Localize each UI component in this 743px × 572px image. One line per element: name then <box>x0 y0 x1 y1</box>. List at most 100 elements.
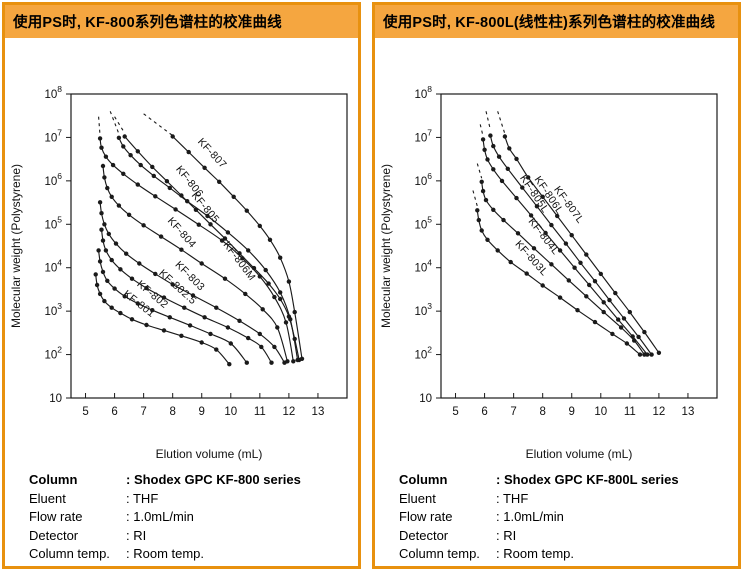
y-tick-label: 106 <box>44 171 62 188</box>
data-point <box>222 276 228 281</box>
x-tick-label: 10 <box>224 406 237 418</box>
exclusion-limit-dashed-line <box>143 113 174 137</box>
x-tick-label: 6 <box>111 406 117 418</box>
data-point <box>507 146 512 151</box>
data-point <box>569 233 574 238</box>
y-tick-label: 102 <box>414 345 432 362</box>
data-point <box>121 171 126 176</box>
data-point <box>524 271 529 276</box>
data-point <box>485 157 490 162</box>
info-value: : RI <box>496 527 517 543</box>
data-point <box>112 286 117 291</box>
data-point <box>231 194 236 199</box>
info-value: : THF <box>496 490 529 506</box>
data-point <box>555 213 560 219</box>
data-point <box>514 195 519 201</box>
exclusion-limit-dashed-line <box>114 116 126 134</box>
info-label: Detector <box>29 527 79 543</box>
data-point <box>495 248 500 253</box>
data-point <box>257 223 262 229</box>
data-point <box>94 282 100 288</box>
data-point <box>621 316 627 321</box>
y-tick-label: 107 <box>414 127 432 144</box>
calibration-curve <box>476 210 641 356</box>
data-point <box>228 341 233 346</box>
info-value: : 1.0mL/min <box>126 509 194 524</box>
data-point <box>540 194 545 199</box>
data-point <box>584 294 589 299</box>
data-point <box>592 319 598 325</box>
data-point <box>534 204 540 209</box>
info-label: Flow rate <box>29 509 83 524</box>
data-point <box>199 340 204 345</box>
data-point <box>295 357 300 363</box>
y-tick-label: 105 <box>44 214 62 231</box>
axis-group: 5 6 7 8 9 10 11 12 13 10 102 103 104 105 106 107 108 Elut… <box>9 84 324 461</box>
data-point <box>153 194 158 199</box>
panel-title: 使用PS时, KF-800系列色谱柱的校准曲线 <box>13 15 282 31</box>
data-point <box>129 317 135 322</box>
info-row-column: Column: Shodex GPC KF-800 series <box>29 471 358 490</box>
data-point <box>219 238 225 243</box>
data-point <box>278 296 283 302</box>
data-point <box>122 134 127 139</box>
info-value: : 1.0mL/min <box>496 509 564 524</box>
data-point <box>613 290 618 296</box>
data-point <box>257 331 262 337</box>
data-point <box>476 217 481 223</box>
data-point <box>598 271 603 277</box>
data-point <box>505 166 510 171</box>
data-point <box>158 234 164 239</box>
data-point <box>286 279 292 284</box>
data-point <box>479 179 484 184</box>
data-point <box>121 144 126 149</box>
data-point <box>267 237 273 242</box>
data-point <box>543 230 548 236</box>
data-point <box>566 278 571 283</box>
data-point <box>135 182 140 187</box>
data-point <box>515 231 521 236</box>
data-point <box>488 133 493 138</box>
info-label: Flow rate <box>399 509 453 524</box>
data-point <box>109 194 114 199</box>
data-point <box>292 309 297 315</box>
data-point <box>572 265 577 270</box>
data-point <box>244 208 249 213</box>
data-point <box>563 241 569 246</box>
data-point <box>288 317 293 322</box>
data-point <box>499 178 505 184</box>
data-point <box>100 163 106 169</box>
data-point <box>122 294 127 299</box>
x-tick-label: 12 <box>652 406 665 418</box>
data-point <box>618 325 624 330</box>
data-point <box>153 271 158 277</box>
data-point <box>616 317 621 322</box>
x-tick-label: 10 <box>594 406 607 418</box>
y-tick-label: 105 <box>414 214 432 231</box>
data-point <box>135 301 140 306</box>
x-tick-label: 6 <box>481 406 487 418</box>
data-point <box>645 352 650 357</box>
data-point <box>97 200 103 205</box>
column-conditions-kf800l: Column: Shodex GPC KF-800L series Eluent:… <box>399 471 738 564</box>
data-point <box>601 309 606 315</box>
data-point <box>275 325 280 330</box>
y-tick-label: 102 <box>44 345 62 362</box>
data-point <box>110 162 116 168</box>
calibration-curve <box>482 139 648 355</box>
data-point <box>214 305 219 310</box>
series-kf-805l: KF-805L <box>479 124 650 357</box>
panel-kf800-series: 使用PS时, KF-800系列色谱柱的校准曲线 5 6 7 8 9 10 11 12 13 10 1… <box>2 2 361 569</box>
series-kf-801: KF-801 <box>93 272 232 367</box>
x-tick-label: 13 <box>682 406 695 418</box>
data-point <box>205 213 210 219</box>
data-point <box>610 331 615 337</box>
x-tick-label: 7 <box>510 406 516 418</box>
data-point <box>482 147 487 152</box>
y-tick-label: 108 <box>414 84 432 101</box>
data-point <box>105 185 110 191</box>
data-point <box>185 199 190 204</box>
data-point <box>208 331 213 337</box>
exclusion-limit-dashed-line <box>485 111 491 130</box>
plot-frame <box>70 93 348 399</box>
